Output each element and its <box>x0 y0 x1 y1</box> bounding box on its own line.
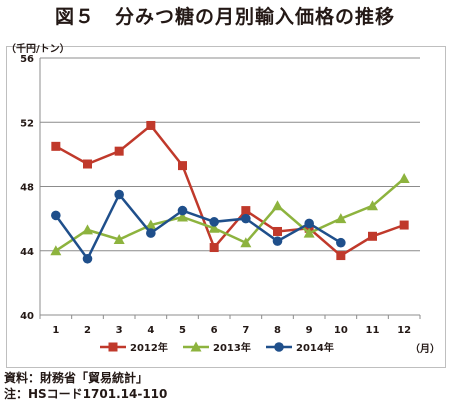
data-point <box>114 189 124 200</box>
x-tick-label: 6 <box>211 325 218 336</box>
data-point <box>51 210 61 221</box>
data-point <box>145 219 157 230</box>
x-tick-label: 8 <box>274 325 281 336</box>
y-tick-label: 52 <box>20 118 34 129</box>
x-tick-label: 7 <box>242 325 249 336</box>
legend-item: 2013年 <box>183 341 251 354</box>
data-point <box>368 231 377 241</box>
legend-marker <box>108 342 118 352</box>
legend-item: 2014年 <box>266 341 334 354</box>
x-tick-label: 2 <box>84 325 91 336</box>
x-tick-label: 11 <box>366 325 380 336</box>
series-lines <box>50 120 410 264</box>
x-axis-unit-label: （月） <box>410 344 440 355</box>
series-3 <box>51 189 346 264</box>
x-tick-label: 5 <box>179 325 186 336</box>
x-tick-label: 1 <box>52 325 59 336</box>
legend-item: 2012年 <box>100 341 168 354</box>
series-2 <box>50 172 410 256</box>
y-tick-label: 48 <box>20 183 34 194</box>
data-point <box>399 220 409 230</box>
x-tick-label: 4 <box>147 325 154 336</box>
data-point <box>51 141 61 151</box>
data-point <box>336 237 346 248</box>
series-line <box>54 192 342 262</box>
data-point <box>114 146 124 156</box>
y-tick-label: 44 <box>20 247 34 258</box>
x-tick-label: 12 <box>397 325 411 336</box>
legend-label: 2014年 <box>296 341 334 354</box>
y-tick-label: 40 <box>20 311 34 322</box>
source-note: 資料：財務省「貿易統計」 <box>4 371 149 385</box>
hs-code-note: 注：HSコード1701.14-110 <box>4 387 168 401</box>
data-point <box>83 159 92 169</box>
data-point <box>50 245 62 256</box>
data-point <box>113 234 125 245</box>
series-line <box>55 123 405 258</box>
data-point <box>209 217 219 227</box>
data-point <box>82 253 93 264</box>
data-point <box>177 205 188 216</box>
series-1 <box>51 120 409 261</box>
data-point <box>335 213 347 224</box>
data-point <box>146 120 156 130</box>
data-point <box>177 211 188 222</box>
x-tick-label: 10 <box>334 325 348 336</box>
data-point <box>272 236 283 246</box>
chart-frame <box>6 46 446 368</box>
data-point <box>241 206 251 216</box>
data-point <box>367 200 378 211</box>
data-point <box>273 226 282 236</box>
y-tick-label: 56 <box>20 54 34 65</box>
x-tick-label: 3 <box>116 325 123 336</box>
legend-label: 2012年 <box>130 341 168 354</box>
data-point <box>178 161 187 171</box>
legend: 2012年 2013年 2014年 <box>100 341 334 354</box>
data-point <box>272 200 283 211</box>
data-point <box>146 228 156 238</box>
legend-label: 2013年 <box>213 341 251 354</box>
data-point <box>82 224 93 235</box>
data-point <box>241 213 251 224</box>
data-point <box>240 237 252 248</box>
data-point <box>208 222 220 233</box>
chart-title: 図５ 分みつ糖の月別輸入価格の推移 <box>54 6 395 28</box>
data-point <box>336 251 346 261</box>
data-point <box>209 243 219 253</box>
y-axis-unit-label: （千円/トン） <box>6 44 70 55</box>
gridlines <box>40 57 420 316</box>
legend-marker <box>190 341 202 352</box>
x-tick-label: 9 <box>306 325 313 336</box>
series-line <box>55 177 406 252</box>
data-point <box>398 172 410 183</box>
data-point <box>303 227 315 238</box>
data-point <box>304 218 314 229</box>
legend-marker <box>274 342 284 352</box>
